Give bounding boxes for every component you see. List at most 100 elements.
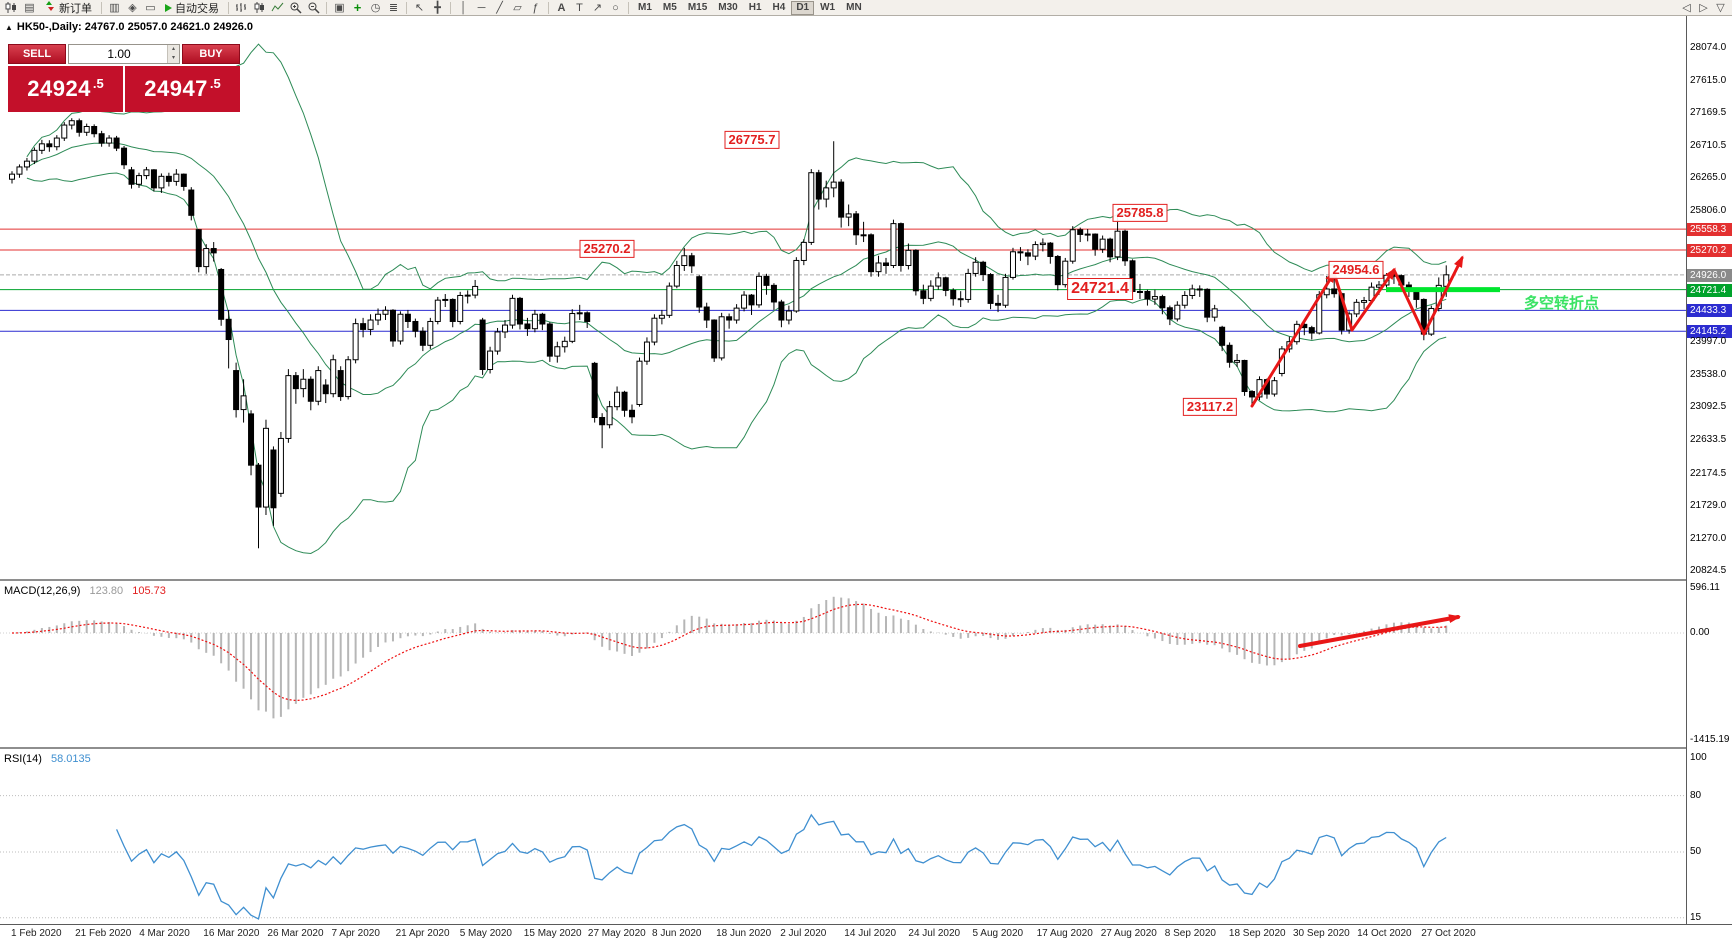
time-axis-label: 30 Sep 2020: [1293, 928, 1350, 939]
axis-label: 21270.0: [1690, 532, 1727, 544]
time-axis-label: 24 Jul 2020: [908, 928, 961, 939]
volume-up-button[interactable]: ▴: [168, 45, 179, 54]
autotrading-button[interactable]: 自动交易: [160, 1, 224, 15]
timeframe-m15-button[interactable]: M15: [683, 1, 712, 15]
timeframe-m30-button[interactable]: M30: [713, 1, 742, 15]
price-chart-canvas[interactable]: [0, 16, 1686, 580]
time-axis-label: 4 Mar 2020: [139, 928, 190, 939]
axis-label: -1415.19: [1690, 733, 1730, 745]
timeframe-w1-button[interactable]: W1: [815, 1, 840, 15]
new-order-button[interactable]: 新订单: [39, 1, 97, 15]
bar-chart-icon[interactable]: [233, 1, 250, 15]
timeframe-d1-button[interactable]: D1: [791, 0, 815, 15]
candlestick-chart-icon[interactable]: [251, 1, 268, 15]
trend-arrow[interactable]: [1332, 271, 1354, 332]
axis-label: 25558.3: [1687, 223, 1732, 237]
axis-label: 26265.0: [1690, 172, 1727, 184]
annotation-text: 多空转折点: [1524, 295, 1600, 312]
crosshair-icon[interactable]: ╋: [434, 1, 441, 14]
sell-price-fraction: .5: [92, 75, 104, 91]
toolbar-separator: [228, 1, 229, 14]
rsi-panel-canvas[interactable]: [0, 750, 1686, 924]
indicators-add-icon[interactable]: +: [353, 0, 362, 15]
time-axis-label: 18 Sep 2020: [1228, 928, 1286, 939]
timeframe-group: M1 M5 M15 M30 H1 H4 D1 W1 MN: [633, 0, 867, 15]
panel-splitter[interactable]: [0, 747, 1732, 749]
axis-label: 24145.2: [1687, 325, 1732, 339]
tile-windows-icon[interactable]: ▣: [334, 1, 345, 14]
chart-profiles-icon[interactable]: ▤: [24, 1, 35, 14]
one-click-trading-panel: SELL ▴ ▾ BUY 24924.5 24947.5: [8, 44, 240, 112]
timeframe-m1-button[interactable]: M1: [633, 1, 657, 15]
price-axis[interactable]: 28074.0 27615.0 27169.5 26710.5 26265.0 25806…: [1686, 16, 1732, 924]
sell-price[interactable]: 24924.5: [8, 66, 123, 112]
axis-label: 80: [1690, 789, 1702, 801]
toolbar-separator: [101, 1, 102, 14]
axis-label: 28074.0: [1690, 41, 1727, 53]
axis-label: 20824.5: [1690, 565, 1727, 576]
trendline-tool-icon[interactable]: ╱: [496, 1, 503, 14]
macd-value-signal: 105.73: [132, 585, 166, 597]
navigator-icon[interactable]: ◈: [128, 1, 137, 14]
text-tool-icon[interactable]: A: [557, 1, 566, 14]
terminal-icon[interactable]: ▭: [145, 1, 156, 14]
timeframe-h1-button[interactable]: H1: [744, 1, 767, 15]
autotrading-label: 自动交易: [175, 2, 219, 15]
time-axis-label: 14 Jul 2020: [844, 928, 897, 939]
market-watch-icon[interactable]: ▥: [109, 1, 120, 14]
axis-label: 596.11: [1690, 582, 1720, 593]
buy-price[interactable]: 24947.5: [125, 66, 240, 112]
volume-input[interactable]: [69, 45, 179, 63]
axis-label: 24721.4: [1687, 283, 1732, 297]
sell-price-main: 24924: [27, 76, 91, 101]
text-label-tool-icon[interactable]: T: [576, 1, 583, 14]
templates-icon[interactable]: ≣: [388, 1, 399, 14]
new-chart-icon[interactable]: [3, 1, 20, 15]
trend-arrow[interactable]: [1392, 268, 1426, 336]
time-axis-label: 1 Feb 2020: [11, 928, 62, 939]
zoom-out-icon[interactable]: [305, 1, 322, 15]
axis-label: 23538.0: [1690, 369, 1727, 381]
cursor-icon[interactable]: ↖: [414, 1, 425, 14]
toolbar-menu-icon[interactable]: ▽: [1716, 1, 1725, 14]
toolbar-right-group: ◁ ▷ ▽: [1678, 1, 1729, 15]
periods-icon[interactable]: ◷: [370, 1, 381, 14]
macd-panel-canvas[interactable]: [0, 582, 1686, 748]
time-axis-label: 21 Apr 2020: [395, 928, 450, 939]
oneclick-collapse-icon[interactable]: ▲: [5, 23, 13, 32]
time-axis-label: 7 Apr 2020: [331, 928, 380, 939]
axis-label: 27615.0: [1690, 74, 1727, 86]
trend-arrow[interactable]: [1250, 270, 1336, 408]
macd-name: MACD(12,26,9): [4, 585, 81, 597]
trend-arrow[interactable]: [1350, 267, 1396, 332]
trend-arrow[interactable]: [1422, 255, 1464, 336]
chart-shift-icon[interactable]: ▷: [1699, 1, 1708, 14]
arrows-tool-icon[interactable]: ↗: [592, 1, 603, 14]
zoom-in-icon[interactable]: [287, 1, 304, 15]
sell-button[interactable]: SELL: [8, 44, 66, 64]
line-chart-icon[interactable]: [269, 1, 286, 15]
fibonacci-tool-icon[interactable]: ƒ: [532, 1, 539, 14]
macd-trend-arrow[interactable]: [1298, 614, 1461, 648]
timeframe-mn-button[interactable]: MN: [841, 1, 867, 15]
time-axis[interactable]: 1 Feb 2020 21 Feb 2020 4 Mar 2020 16 Mar 20…: [0, 924, 1732, 942]
toolbar-separator: [406, 1, 407, 14]
bollinger-upper-band: [26, 43, 1447, 290]
auto-scroll-icon[interactable]: ◁: [1682, 1, 1691, 14]
timeframe-m5-button[interactable]: M5: [658, 1, 682, 15]
toolbar-separator: [628, 1, 629, 14]
time-axis-label: 16 Mar 2020: [203, 928, 260, 939]
panel-splitter[interactable]: [0, 579, 1732, 581]
timeframe-h4-button[interactable]: H4: [768, 1, 791, 15]
axis-label: 24926.0: [1687, 268, 1732, 282]
buy-button[interactable]: BUY: [182, 44, 240, 64]
rsi-name: RSI(14): [4, 753, 42, 765]
volume-down-button[interactable]: ▾: [168, 54, 179, 63]
axis-label: 22174.5: [1690, 467, 1727, 479]
symbol-ohlc-text: HK50-,Daily: 24767.0 25057.0 24621.0 249…: [16, 21, 253, 33]
shapes-tool-icon[interactable]: ○: [612, 1, 619, 14]
axis-label: 23092.5: [1690, 401, 1727, 413]
channel-tool-icon[interactable]: ▱: [513, 1, 522, 14]
horizontal-line-tool-icon[interactable]: ─: [477, 1, 486, 14]
vertical-line-tool-icon[interactable]: │: [460, 1, 467, 14]
